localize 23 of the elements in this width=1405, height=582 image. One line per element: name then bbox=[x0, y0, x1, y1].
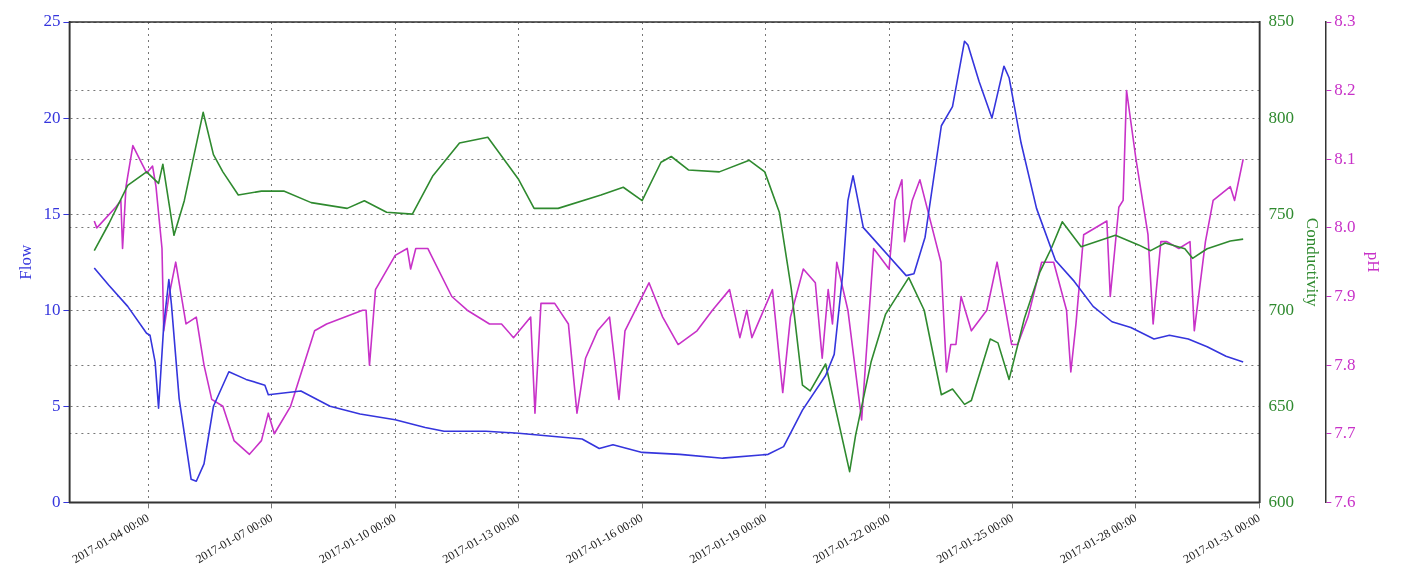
y-tick-label: 20 bbox=[43, 107, 61, 127]
y3-tick-label: 7.8 bbox=[1334, 354, 1356, 374]
y3-tick-label: 8.1 bbox=[1334, 148, 1356, 168]
y3-tick-label: 7.6 bbox=[1334, 491, 1356, 511]
y3-tick-label: 8.3 bbox=[1334, 11, 1356, 31]
y-axis-title: Flow bbox=[15, 243, 35, 280]
y-tick-label: 25 bbox=[43, 11, 61, 31]
y2-tick-label: 800 bbox=[1268, 107, 1294, 127]
y3-tick-label: 8.0 bbox=[1334, 217, 1356, 237]
y-tick-label: 10 bbox=[43, 299, 61, 319]
y-tick-label: 0 bbox=[51, 491, 61, 511]
y2-tick-label: 850 bbox=[1268, 11, 1294, 31]
y2-tick-label: 600 bbox=[1268, 491, 1294, 511]
y2-tick-label: 650 bbox=[1268, 395, 1294, 415]
y2-tick-label: 700 bbox=[1268, 299, 1294, 319]
y3-tick-label: 7.7 bbox=[1334, 423, 1357, 443]
y3-tick-label: 8.2 bbox=[1334, 80, 1356, 100]
y2-tick-label: 750 bbox=[1268, 203, 1294, 223]
y-tick-label: 5 bbox=[51, 395, 61, 415]
y3-tick-label: 7.9 bbox=[1334, 285, 1356, 305]
y-tick-label: 15 bbox=[43, 203, 61, 223]
y3-axis-title: pH bbox=[1364, 251, 1384, 273]
y2-axis-title: Conductivity bbox=[1302, 217, 1322, 308]
